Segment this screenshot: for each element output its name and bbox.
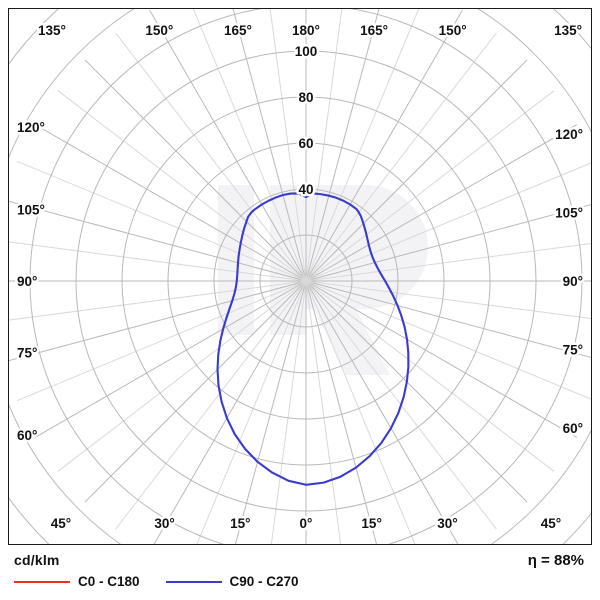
angle-tick-90-right: 90°	[563, 274, 583, 289]
efficiency-label: η = 88%	[527, 552, 584, 569]
unit-label: cd/klm	[14, 552, 60, 568]
angle-tick-60-left: 60°	[17, 428, 37, 443]
svg-text:60: 60	[298, 136, 313, 151]
radial-tick-80: 80	[298, 90, 313, 105]
svg-text:180°: 180°	[292, 23, 320, 38]
legend-swatch-c90-c270	[165, 580, 222, 583]
angle-tick-90-left: 90°	[17, 274, 37, 289]
svg-text:150°: 150°	[439, 23, 467, 38]
legend-swatch-c0-c180	[14, 580, 70, 583]
svg-text:90°: 90°	[563, 274, 583, 289]
legend-item-c90-c270[interactable]: C90 - C270	[165, 574, 299, 589]
svg-text:165°: 165°	[360, 23, 388, 38]
angle-tick-30-right: 30°	[437, 516, 457, 531]
svg-text:150°: 150°	[145, 23, 173, 38]
svg-text:45°: 45°	[51, 516, 71, 531]
angle-tick-45-right: 45°	[541, 516, 561, 531]
svg-text:120°: 120°	[555, 127, 583, 142]
polar-grid	[9, 9, 591, 544]
svg-text:30°: 30°	[437, 516, 457, 531]
angle-tick-165-right: 165°	[360, 23, 388, 38]
svg-text:90°: 90°	[17, 274, 37, 289]
angle-tick-120-right: 120°	[555, 127, 583, 142]
angle-tick-165-left: 165°	[224, 23, 252, 38]
chart-footer: cd/klm η = 88% C0 - C180 C90 - C270	[0, 548, 600, 600]
legend-item-c0-c180[interactable]: C0 - C180	[14, 574, 140, 589]
plot-area: 40 40 60 60 80 80 100 100 0° 0° 15° 15° 30° 30° 45° 45°…	[8, 8, 592, 545]
distribution-curves	[216, 192, 410, 486]
angle-tick-135-left: 135°	[38, 23, 66, 38]
svg-text:60°: 60°	[563, 421, 583, 436]
svg-text:0°: 0°	[300, 516, 313, 531]
svg-text:75°: 75°	[563, 342, 583, 357]
angle-tick-0-right: 0°	[300, 516, 313, 531]
angle-tick-120-left: 120°	[17, 120, 45, 135]
svg-text:80: 80	[298, 90, 313, 105]
angle-tick-105-left: 105°	[17, 202, 45, 217]
angle-tick-135-right: 135°	[554, 23, 582, 38]
angle-tick-45-left: 45°	[51, 516, 71, 531]
svg-text:30°: 30°	[154, 516, 174, 531]
curve-series-1	[216, 192, 410, 486]
svg-text:105°: 105°	[555, 206, 583, 221]
svg-text:120°: 120°	[17, 120, 45, 135]
svg-text:45°: 45°	[541, 516, 561, 531]
angle-tick-180-right: 180°	[292, 23, 320, 38]
angle-tick-60-right: 60°	[563, 421, 583, 436]
angle-tick-105-right: 105°	[555, 206, 583, 221]
legend: C0 - C180 C90 - C270	[14, 574, 325, 589]
svg-text:15°: 15°	[361, 516, 381, 531]
legend-label-c90-c270: C90 - C270	[229, 574, 299, 589]
svg-text:40: 40	[298, 182, 313, 197]
radial-tick-60: 60	[298, 136, 313, 151]
radial-tick-100: 100	[295, 44, 318, 59]
svg-text:135°: 135°	[554, 23, 582, 38]
angle-tick-15-left: 15°	[230, 516, 250, 531]
angle-tick-150-right: 150°	[439, 23, 467, 38]
svg-text:165°: 165°	[224, 23, 252, 38]
svg-text:135°: 135°	[38, 23, 66, 38]
svg-text:15°: 15°	[230, 516, 250, 531]
legend-label-c0-c180: C0 - C180	[78, 574, 140, 589]
angle-tick-75-right: 75°	[563, 342, 583, 357]
svg-text:75°: 75°	[17, 346, 37, 361]
svg-text:100: 100	[295, 44, 318, 59]
angle-tick-75-left: 75°	[17, 346, 37, 361]
angle-tick-30-left: 30°	[154, 516, 174, 531]
svg-text:60°: 60°	[17, 428, 37, 443]
angle-tick-15-right: 15°	[361, 516, 381, 531]
svg-text:105°: 105°	[17, 202, 45, 217]
angle-tick-150-left: 150°	[145, 23, 173, 38]
radial-tick-40: 40	[298, 182, 313, 197]
